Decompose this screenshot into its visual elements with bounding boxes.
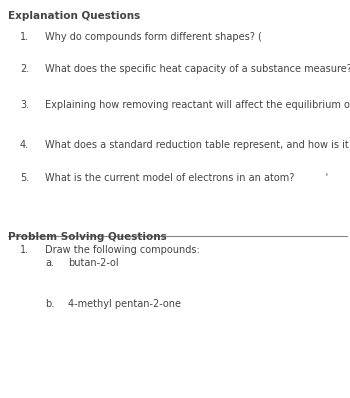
Text: b.: b. <box>45 299 54 309</box>
Text: 4-methyl pentan-2-one: 4-methyl pentan-2-one <box>68 299 181 309</box>
Text: Problem Solving Questions: Problem Solving Questions <box>8 232 167 242</box>
Text: What does a standard reduction table represent, and how is it used? (: What does a standard reduction table rep… <box>45 140 350 150</box>
Text: 2.: 2. <box>20 64 29 74</box>
Text: 4.: 4. <box>20 140 29 150</box>
Text: What does the specific heat capacity of a substance measure?  .         .: What does the specific heat capacity of … <box>45 64 350 74</box>
Text: 5.: 5. <box>20 173 29 183</box>
Text: butan-2-ol: butan-2-ol <box>68 258 119 268</box>
Text: 3.: 3. <box>20 100 29 110</box>
Text: Draw the following compounds:: Draw the following compounds: <box>45 245 200 255</box>
Text: What is the current model of electrons in an atom?          ': What is the current model of electrons i… <box>45 173 328 183</box>
Text: 1.: 1. <box>20 245 29 255</box>
Text: Why do compounds form different shapes? (: Why do compounds form different shapes? … <box>45 32 262 42</box>
Text: a.: a. <box>45 258 54 268</box>
Text: Explanation Questions: Explanation Questions <box>8 11 140 21</box>
Text: 1.: 1. <box>20 32 29 42</box>
Text: Explaining how removing reactant will affect the equilibrium of a reaction.  [  : Explaining how removing reactant will af… <box>45 100 350 110</box>
